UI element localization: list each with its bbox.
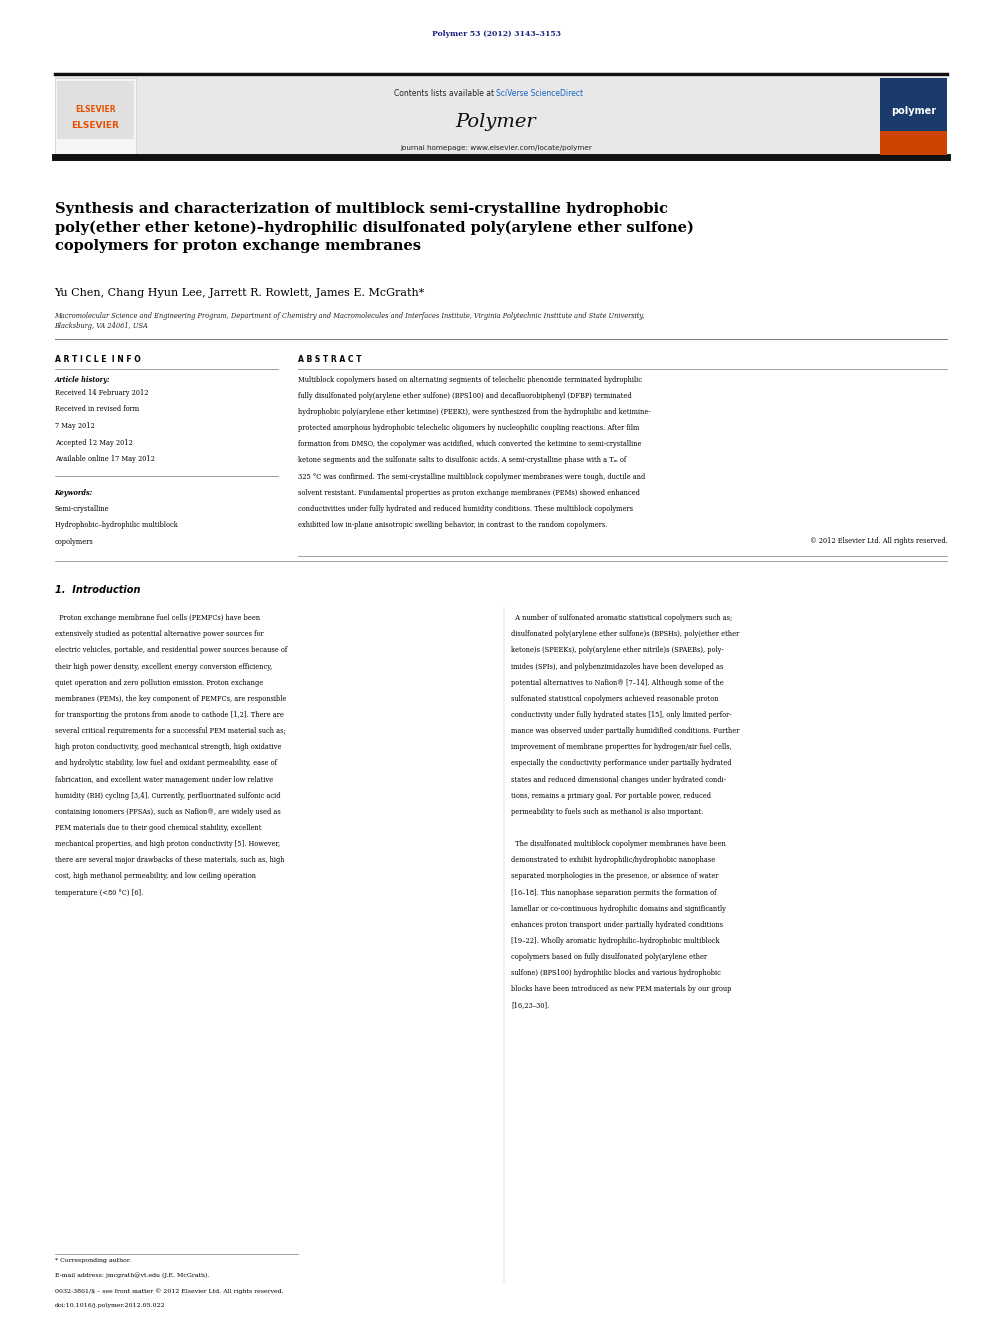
Text: 7 May 2012: 7 May 2012 bbox=[55, 422, 94, 430]
Text: demonstrated to exhibit hydrophilic/hydrophobic nanophase: demonstrated to exhibit hydrophilic/hydr… bbox=[511, 856, 715, 864]
Text: A number of sulfonated aromatic statistical copolymers such as;: A number of sulfonated aromatic statisti… bbox=[511, 614, 732, 622]
Text: Hydrophobic–hydrophilic multiblock: Hydrophobic–hydrophilic multiblock bbox=[55, 521, 178, 529]
Text: doi:10.1016/j.polymer.2012.05.022: doi:10.1016/j.polymer.2012.05.022 bbox=[55, 1303, 166, 1308]
Text: copolymers based on fully disulfonated poly(arylene ether: copolymers based on fully disulfonated p… bbox=[511, 953, 707, 960]
Text: polymer: polymer bbox=[891, 106, 936, 116]
Text: Received in revised form: Received in revised form bbox=[55, 405, 139, 414]
Text: 325 °C was confirmed. The semi-crystalline multiblock copolymer membranes were t: 325 °C was confirmed. The semi-crystalli… bbox=[298, 472, 645, 480]
Text: humidity (RH) cycling [3,4]. Currently, perfluorinated sulfonic acid: humidity (RH) cycling [3,4]. Currently, … bbox=[55, 791, 280, 799]
Text: conductivity under fully hydrated states [15], only limited perfor-: conductivity under fully hydrated states… bbox=[511, 710, 731, 718]
Text: [19–22]. Wholly aromatic hydrophilic–hydrophobic multiblock: [19–22]. Wholly aromatic hydrophilic–hyd… bbox=[511, 937, 719, 945]
Text: improvement of membrane properties for hydrogen/air fuel cells,: improvement of membrane properties for h… bbox=[511, 744, 732, 751]
Text: electric vehicles, portable, and residential power sources because of: electric vehicles, portable, and residen… bbox=[55, 647, 287, 655]
Text: high proton conductivity, good mechanical strength, high oxidative: high proton conductivity, good mechanica… bbox=[55, 744, 281, 751]
Text: disulfonated poly(arylene ether sulfone)s (BPSHs), poly(ether ether: disulfonated poly(arylene ether sulfone)… bbox=[511, 630, 739, 638]
Text: ketone segments and the sulfonate salts to disulfonic acids. A semi-crystalline : ketone segments and the sulfonate salts … bbox=[298, 456, 626, 464]
Text: Multiblock copolymers based on alternating segments of telechelic phenoxide term: Multiblock copolymers based on alternati… bbox=[298, 376, 642, 384]
Text: ketone)s (SPEEKs), poly(arylene ether nitrile)s (SPAEBs), poly-: ketone)s (SPEEKs), poly(arylene ether ni… bbox=[511, 647, 723, 655]
Text: Proton exchange membrane fuel cells (PEMFCs) have been: Proton exchange membrane fuel cells (PEM… bbox=[55, 614, 260, 622]
Text: several critical requirements for a successful PEM material such as;: several critical requirements for a succ… bbox=[55, 728, 286, 736]
Text: Synthesis and characterization of multiblock semi-crystalline hydrophobic
poly(e: Synthesis and characterization of multib… bbox=[55, 202, 693, 253]
Text: sulfonated statistical copolymers achieved reasonable proton: sulfonated statistical copolymers achiev… bbox=[511, 695, 718, 703]
Text: for transporting the protons from anode to cathode [1,2]. There are: for transporting the protons from anode … bbox=[55, 710, 284, 718]
Text: 1.  Introduction: 1. Introduction bbox=[55, 585, 140, 595]
Text: fabrication, and excellent water management under low relative: fabrication, and excellent water managem… bbox=[55, 775, 273, 783]
Text: Accepted 12 May 2012: Accepted 12 May 2012 bbox=[55, 438, 132, 447]
Bar bbox=[57, 81, 134, 139]
Text: The disulfonated multiblock copolymer membranes have been: The disulfonated multiblock copolymer me… bbox=[511, 840, 726, 848]
Text: © 2012 Elsevier Ltd. All rights reserved.: © 2012 Elsevier Ltd. All rights reserved… bbox=[809, 537, 947, 545]
Text: A B S T R A C T: A B S T R A C T bbox=[298, 355, 361, 364]
Text: especially the conductivity performance under partially hydrated: especially the conductivity performance … bbox=[511, 759, 731, 767]
Text: and hydrolytic stability, low fuel and oxidant permeability, ease of: and hydrolytic stability, low fuel and o… bbox=[55, 759, 277, 767]
Text: Keywords:: Keywords: bbox=[55, 488, 93, 497]
Text: protected amorphous hydrophobic telechelic oligomers by nucleophilic coupling re: protected amorphous hydrophobic telechel… bbox=[298, 425, 639, 433]
Bar bbox=[880, 131, 947, 155]
Text: copolymers: copolymers bbox=[55, 537, 93, 546]
Text: Contents lists available at: Contents lists available at bbox=[394, 90, 496, 98]
Text: containing ionomers (PFSAs), such as Nafion®, are widely used as: containing ionomers (PFSAs), such as Naf… bbox=[55, 808, 281, 816]
Text: 0032-3861/$ – see front matter © 2012 Elsevier Ltd. All rights reserved.: 0032-3861/$ – see front matter © 2012 El… bbox=[55, 1289, 283, 1294]
Text: Macromolecular Science and Engineering Program, Department of Chemistry and Macr: Macromolecular Science and Engineering P… bbox=[55, 312, 645, 329]
Text: Article history:: Article history: bbox=[55, 376, 110, 384]
Text: tions, remains a primary goal. For portable power, reduced: tions, remains a primary goal. For porta… bbox=[511, 791, 711, 799]
Text: Semi-crystalline: Semi-crystalline bbox=[55, 504, 109, 513]
Text: ELSEVIER: ELSEVIER bbox=[71, 122, 119, 130]
Text: blocks have been introduced as new PEM materials by our group: blocks have been introduced as new PEM m… bbox=[511, 986, 731, 994]
Text: Yu Chen, Chang Hyun Lee, Jarrett R. Rowlett, James E. McGrath*: Yu Chen, Chang Hyun Lee, Jarrett R. Rowl… bbox=[55, 288, 425, 299]
Text: [16–18]. This nanophase separation permits the formation of: [16–18]. This nanophase separation permi… bbox=[511, 889, 716, 897]
Text: Available online 17 May 2012: Available online 17 May 2012 bbox=[55, 455, 155, 463]
Text: there are several major drawbacks of these materials, such as, high: there are several major drawbacks of the… bbox=[55, 856, 284, 864]
Bar bbox=[55, 78, 136, 155]
Text: conductivities under fully hydrated and reduced humidity conditions. These multi: conductivities under fully hydrated and … bbox=[298, 505, 633, 513]
Text: enhances proton transport under partially hydrated conditions: enhances proton transport under partiall… bbox=[511, 921, 723, 929]
Text: imides (SPIs), and polybenzimidazoles have been developed as: imides (SPIs), and polybenzimidazoles ha… bbox=[511, 663, 723, 671]
Text: permeability to fuels such as methanol is also important.: permeability to fuels such as methanol i… bbox=[511, 808, 703, 816]
Text: membranes (PEMs), the key component of PEMFCs, are responsible: membranes (PEMs), the key component of P… bbox=[55, 695, 286, 703]
Text: their high power density, excellent energy conversion efficiency,: their high power density, excellent ener… bbox=[55, 663, 272, 671]
Text: mance was observed under partially humidified conditions. Further: mance was observed under partially humid… bbox=[511, 728, 739, 736]
Text: states and reduced dimensional changes under hydrated condi-: states and reduced dimensional changes u… bbox=[511, 775, 726, 783]
Text: PEM materials due to their good chemical stability, excellent: PEM materials due to their good chemical… bbox=[55, 824, 261, 832]
Text: fully disulfonated poly(arylene ether sulfone) (BPS100) and decafluorobiphenyl (: fully disulfonated poly(arylene ether su… bbox=[298, 392, 631, 400]
Text: journal homepage: www.elsevier.com/locate/polymer: journal homepage: www.elsevier.com/locat… bbox=[400, 146, 592, 151]
Text: mechanical properties, and high proton conductivity [5]. However,: mechanical properties, and high proton c… bbox=[55, 840, 280, 848]
Text: solvent resistant. Fundamental properties as proton exchange membranes (PEMs) sh: solvent resistant. Fundamental propertie… bbox=[298, 488, 640, 496]
Bar bbox=[880, 78, 947, 155]
Text: SciVerse ScienceDirect: SciVerse ScienceDirect bbox=[496, 90, 583, 98]
Text: separated morphologies in the presence, or absence of water: separated morphologies in the presence, … bbox=[511, 872, 718, 880]
Text: quiet operation and zero pollution emission. Proton exchange: quiet operation and zero pollution emiss… bbox=[55, 679, 263, 687]
Text: cost, high methanol permeability, and low ceiling operation: cost, high methanol permeability, and lo… bbox=[55, 872, 256, 880]
Text: lamellar or co-continuous hydrophilic domains and significantly: lamellar or co-continuous hydrophilic do… bbox=[511, 905, 726, 913]
Text: Polymer 53 (2012) 3143–3153: Polymer 53 (2012) 3143–3153 bbox=[432, 30, 560, 38]
Text: sulfone) (BPS100) hydrophilic blocks and various hydrophobic: sulfone) (BPS100) hydrophilic blocks and… bbox=[511, 970, 721, 978]
Text: Received 14 February 2012: Received 14 February 2012 bbox=[55, 389, 148, 397]
Text: [16,23–30].: [16,23–30]. bbox=[511, 1002, 550, 1009]
Text: hydrophobic poly(arylene ether ketimine) (PEEKt), were synthesized from the hydr: hydrophobic poly(arylene ether ketimine)… bbox=[298, 407, 650, 415]
Text: Polymer: Polymer bbox=[455, 112, 537, 131]
Text: ELSEVIER: ELSEVIER bbox=[75, 106, 115, 114]
Text: E-mail address: jmcgrath@vt.edu (J.E. McGrath).: E-mail address: jmcgrath@vt.edu (J.E. Mc… bbox=[55, 1273, 209, 1278]
Text: potential alternatives to Nafion® [7–14]. Although some of the: potential alternatives to Nafion® [7–14]… bbox=[511, 679, 723, 687]
Text: exhibited low in-plane anisotropic swelling behavior, in contrast to the random : exhibited low in-plane anisotropic swell… bbox=[298, 521, 607, 529]
Text: temperature (<80 °C) [6].: temperature (<80 °C) [6]. bbox=[55, 889, 143, 897]
Text: * Corresponding author.: * Corresponding author. bbox=[55, 1258, 131, 1263]
Text: A R T I C L E  I N F O: A R T I C L E I N F O bbox=[55, 355, 140, 364]
Text: formation from DMSO, the copolymer was acidified, which converted the ketimine t: formation from DMSO, the copolymer was a… bbox=[298, 441, 641, 448]
Bar bbox=[55, 77, 947, 156]
Text: extensively studied as potential alternative power sources for: extensively studied as potential alterna… bbox=[55, 630, 263, 638]
